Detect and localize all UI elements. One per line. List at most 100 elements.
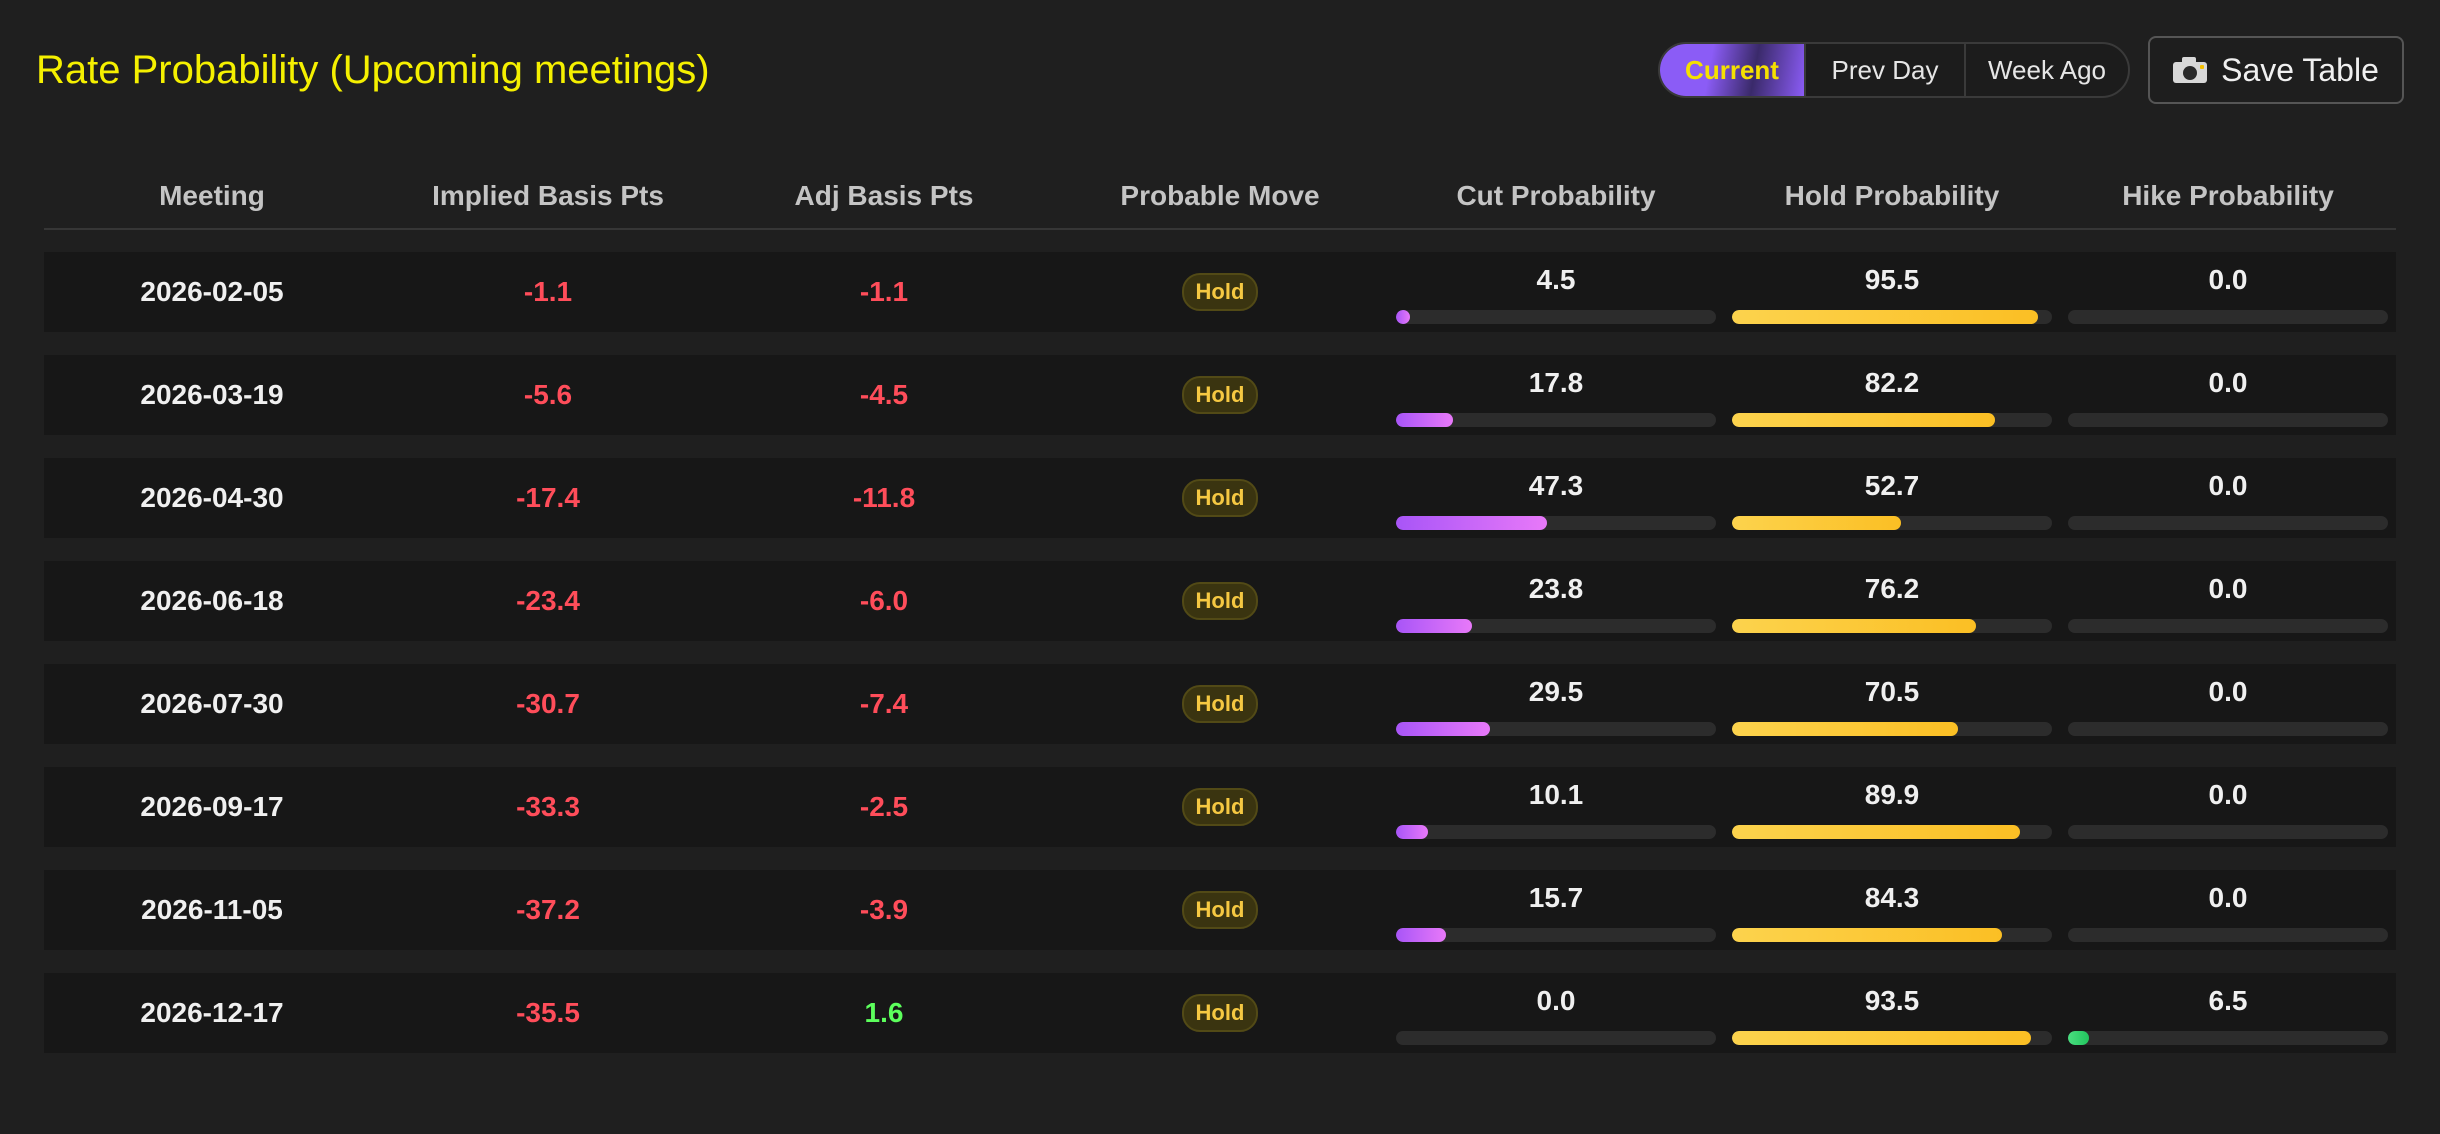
toggle-week-ago[interactable]: Week Ago bbox=[1964, 44, 2128, 96]
cut-probability-bar-track bbox=[1396, 722, 1716, 736]
implied-basis-pts: -35.5 bbox=[516, 997, 580, 1028]
hold-probability: 95.5 bbox=[1724, 252, 2060, 332]
hold-probability-bar-track bbox=[1732, 825, 2052, 839]
adj-basis-pts: -7.4 bbox=[859, 688, 909, 719]
hike-probability: 0.0 bbox=[2060, 252, 2396, 332]
table-row: 2026-11-05 -37.2 -3.9 Hold 15.7 84.3 0.0 bbox=[44, 870, 2396, 950]
cut-probability-bar-track bbox=[1396, 825, 1716, 839]
probable-move: Hold bbox=[1052, 273, 1388, 311]
hike-probability-value: 0.0 bbox=[2208, 573, 2248, 604]
hike-probability: 0.0 bbox=[2060, 664, 2396, 744]
cut-probability-bar-fill bbox=[1396, 413, 1453, 427]
hold-probability-bar-track bbox=[1732, 310, 2052, 324]
hold-probability-bar-track bbox=[1732, 516, 2052, 530]
status-badge: Hold bbox=[1181, 376, 1259, 414]
toggle-prev-day[interactable]: Prev Day bbox=[1804, 44, 1964, 96]
hold-probability-bar-fill bbox=[1732, 619, 1976, 633]
cut-probability: 47.3 bbox=[1388, 458, 1724, 538]
hold-probability: 76.2 bbox=[1724, 561, 2060, 641]
probable-move: Hold bbox=[1052, 582, 1388, 620]
hike-probability-value: 6.5 bbox=[2208, 985, 2248, 1016]
hike-probability-value: 0.0 bbox=[2208, 779, 2248, 810]
period-toggle: Current Prev Day Week Ago bbox=[1658, 42, 2130, 98]
hike-probability-bar-track bbox=[2068, 310, 2388, 324]
hold-probability-bar-fill bbox=[1732, 1031, 2032, 1045]
table-row: 2026-06-18 -23.4 -6.0 Hold 23.8 76.2 0.0 bbox=[44, 561, 2396, 641]
rate-probability-table: Meeting Implied Basis Pts Adj Basis Pts … bbox=[44, 164, 2396, 1053]
implied-basis-pts: -1.1 bbox=[523, 276, 573, 307]
cut-probability: 10.1 bbox=[1388, 767, 1724, 847]
hike-probability-bar-track bbox=[2068, 619, 2388, 633]
cut-probability-bar-track bbox=[1396, 413, 1716, 427]
hike-probability-bar-track bbox=[2068, 413, 2388, 427]
cut-probability-value: 29.5 bbox=[1528, 676, 1584, 707]
cut-probability-bar-track bbox=[1396, 619, 1716, 633]
hike-probability-bar-track bbox=[2068, 1031, 2388, 1045]
hold-probability-bar-track bbox=[1732, 619, 2052, 633]
hold-probability: 52.7 bbox=[1724, 458, 2060, 538]
cut-probability-bar-track bbox=[1396, 928, 1716, 942]
hold-probability-bar-fill bbox=[1732, 516, 1901, 530]
status-badge: Hold bbox=[1181, 479, 1259, 517]
probable-move: Hold bbox=[1052, 891, 1388, 929]
page-title: Rate Probability (Upcoming meetings) bbox=[36, 48, 710, 92]
hold-probability-value: 84.3 bbox=[1864, 882, 1920, 913]
cut-probability-value: 0.0 bbox=[1536, 985, 1576, 1016]
cut-probability: 0.0 bbox=[1388, 973, 1724, 1053]
hold-probability-bar-fill bbox=[1732, 722, 1958, 736]
hold-probability-value: 52.7 bbox=[1864, 470, 1920, 501]
hold-probability: 70.5 bbox=[1724, 664, 2060, 744]
meeting-date: 2026-12-17 bbox=[140, 997, 284, 1028]
hike-probability-bar-track bbox=[2068, 928, 2388, 942]
status-badge: Hold bbox=[1181, 994, 1259, 1032]
status-badge: Hold bbox=[1181, 891, 1259, 929]
cut-probability-value: 15.7 bbox=[1528, 882, 1584, 913]
hold-probability-value: 93.5 bbox=[1864, 985, 1920, 1016]
hold-probability-bar-track bbox=[1732, 1031, 2052, 1045]
adj-basis-pts: 1.6 bbox=[864, 997, 904, 1028]
header-probable-move[interactable]: Probable Move bbox=[1120, 180, 1320, 211]
status-badge: Hold bbox=[1181, 582, 1259, 620]
table-row: 2026-12-17 -35.5 1.6 Hold 0.0 93.5 6.5 bbox=[44, 973, 2396, 1053]
hike-probability-value: 0.0 bbox=[2208, 676, 2248, 707]
probable-move: Hold bbox=[1052, 788, 1388, 826]
table-row: 2026-02-05 -1.1 -1.1 Hold 4.5 95.5 0.0 bbox=[44, 252, 2396, 332]
cut-probability-bar-fill bbox=[1396, 310, 1411, 324]
header-implied-basis-pts[interactable]: Implied Basis Pts bbox=[432, 180, 664, 211]
hold-probability-bar-track bbox=[1732, 722, 2052, 736]
save-table-button[interactable]: Save Table bbox=[2148, 36, 2404, 104]
header-adj-basis-pts[interactable]: Adj Basis Pts bbox=[794, 180, 974, 211]
header-hike-probability[interactable]: Hike Probability bbox=[2122, 180, 2334, 211]
table-header: Meeting Implied Basis Pts Adj Basis Pts … bbox=[44, 164, 2396, 230]
hike-probability-bar-fill bbox=[2068, 1031, 2089, 1045]
table-row: 2026-07-30 -30.7 -7.4 Hold 29.5 70.5 0.0 bbox=[44, 664, 2396, 744]
hike-probability-value: 0.0 bbox=[2208, 367, 2248, 398]
hike-probability-value: 0.0 bbox=[2208, 264, 2248, 295]
meeting-date: 2026-02-05 bbox=[140, 276, 284, 307]
cut-probability: 29.5 bbox=[1388, 664, 1724, 744]
hike-probability: 6.5 bbox=[2060, 973, 2396, 1053]
implied-basis-pts: -37.2 bbox=[516, 894, 580, 925]
hold-probability-value: 95.5 bbox=[1864, 264, 1920, 295]
header-meeting[interactable]: Meeting bbox=[159, 180, 265, 211]
header-hold-probability[interactable]: Hold Probability bbox=[1784, 180, 2000, 211]
hike-probability-bar-track bbox=[2068, 722, 2388, 736]
adj-basis-pts: -4.5 bbox=[859, 379, 909, 410]
hold-probability-value: 89.9 bbox=[1864, 779, 1920, 810]
header-cut-probability[interactable]: Cut Probability bbox=[1456, 180, 1656, 211]
hold-probability-value: 82.2 bbox=[1864, 367, 1920, 398]
hold-probability-value: 76.2 bbox=[1864, 573, 1920, 604]
toggle-current[interactable]: Current bbox=[1660, 44, 1804, 96]
probable-move: Hold bbox=[1052, 376, 1388, 414]
cut-probability-bar-track bbox=[1396, 1031, 1716, 1045]
cut-probability-bar-fill bbox=[1396, 619, 1473, 633]
adj-basis-pts: -3.9 bbox=[859, 894, 909, 925]
status-badge: Hold bbox=[1181, 788, 1259, 826]
hold-probability-bar-track bbox=[1732, 928, 2052, 942]
cut-probability-bar-fill bbox=[1396, 928, 1447, 942]
hike-probability-bar-track bbox=[2068, 825, 2388, 839]
cut-probability-bar-track bbox=[1396, 310, 1716, 324]
cut-probability-value: 4.5 bbox=[1536, 264, 1576, 295]
hike-probability-bar-track bbox=[2068, 516, 2388, 530]
hold-probability-bar-fill bbox=[1732, 825, 2020, 839]
